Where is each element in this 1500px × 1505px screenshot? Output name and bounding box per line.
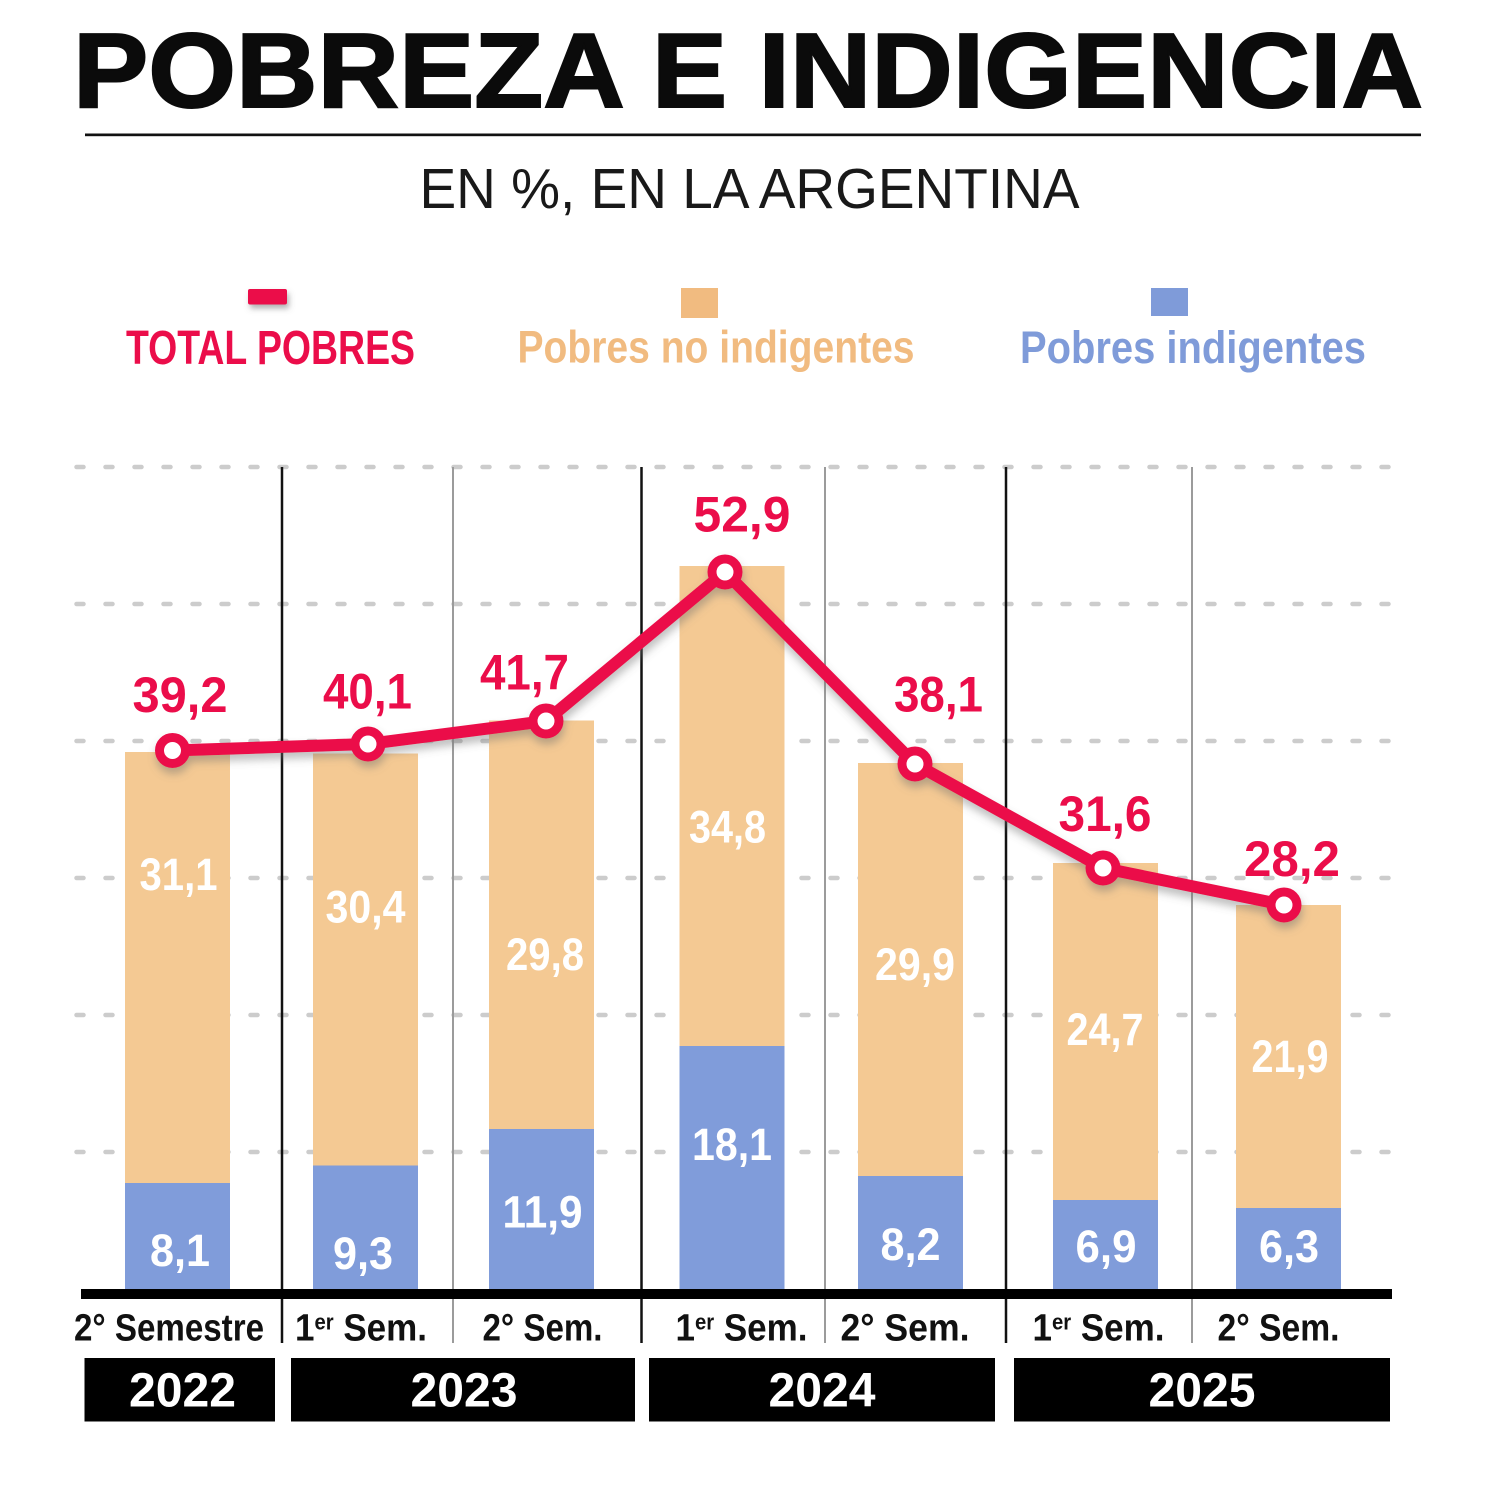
svg-text:6,3: 6,3 [1259, 1221, 1319, 1272]
svg-text:29,8: 29,8 [506, 929, 584, 980]
svg-text:41,7: 41,7 [480, 645, 569, 701]
svg-text:Pobres no indigentes: Pobres no indigentes [518, 322, 915, 373]
svg-text:POBREZA E INDIGENCIA: POBREZA E INDIGENCIA [73, 12, 1423, 130]
svg-text:18,1: 18,1 [692, 1119, 772, 1170]
svg-text:2° Sem.: 2° Sem. [483, 1308, 603, 1350]
svg-text:6,9: 6,9 [1076, 1221, 1137, 1272]
svg-text:21,9: 21,9 [1252, 1031, 1329, 1082]
svg-text:EN %, EN LA ARGENTINA: EN %, EN LA ARGENTINA [420, 157, 1080, 221]
svg-text:40,1: 40,1 [323, 664, 412, 720]
svg-text:39,2: 39,2 [133, 667, 228, 723]
svg-text:24,7: 24,7 [1067, 1004, 1144, 1055]
svg-text:2° Sem.: 2° Sem. [841, 1308, 970, 1350]
svg-text:30,4: 30,4 [326, 882, 406, 933]
svg-text:2024: 2024 [769, 1365, 876, 1418]
svg-text:28,2: 28,2 [1244, 831, 1340, 887]
svg-text:11,9: 11,9 [503, 1187, 583, 1238]
svg-text:8,2: 8,2 [881, 1219, 941, 1270]
svg-text:31,6: 31,6 [1059, 786, 1152, 842]
svg-text:2022: 2022 [129, 1365, 236, 1418]
svg-text:2025: 2025 [1149, 1365, 1256, 1418]
svg-text:34,8: 34,8 [689, 802, 766, 853]
svg-text:Pobres indigentes: Pobres indigentes [1020, 322, 1366, 373]
svg-text:38,1: 38,1 [894, 667, 983, 723]
svg-text:29,9: 29,9 [875, 939, 955, 990]
svg-text:2023: 2023 [411, 1365, 518, 1418]
svg-text:8,1: 8,1 [150, 1225, 210, 1276]
svg-text:TOTAL POBRES: TOTAL POBRES [126, 322, 415, 375]
svg-text:9,3: 9,3 [333, 1228, 393, 1279]
svg-text:2° Sem.: 2° Sem. [1218, 1308, 1340, 1350]
svg-text:31,1: 31,1 [140, 849, 218, 900]
svg-text:52,9: 52,9 [694, 487, 791, 543]
svg-text:2° Semestre: 2° Semestre [74, 1308, 264, 1350]
